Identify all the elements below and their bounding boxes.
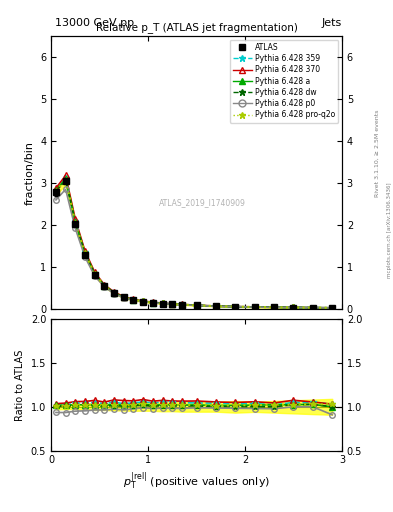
Text: ATLAS_2019_I1740909: ATLAS_2019_I1740909 — [159, 198, 246, 207]
Y-axis label: fraction/bin: fraction/bin — [24, 140, 35, 204]
Text: Rivet 3.1.10, ≥ 2.5M events: Rivet 3.1.10, ≥ 2.5M events — [375, 110, 380, 197]
Y-axis label: Ratio to ATLAS: Ratio to ATLAS — [15, 349, 25, 421]
Title: Relative p_T (ATLAS jet fragmentation): Relative p_T (ATLAS jet fragmentation) — [95, 23, 298, 33]
Legend: ATLAS, Pythia 6.428 359, Pythia 6.428 370, Pythia 6.428 a, Pythia 6.428 dw, Pyth: ATLAS, Pythia 6.428 359, Pythia 6.428 37… — [230, 39, 338, 122]
X-axis label: $p_{\mathrm{T}}^{\mathrm{|rel|}}$ (positive values only): $p_{\mathrm{T}}^{\mathrm{|rel|}}$ (posit… — [123, 471, 270, 493]
Text: Jets: Jets — [321, 18, 342, 28]
Text: mcplots.cern.ch [arXiv:1306.3436]: mcplots.cern.ch [arXiv:1306.3436] — [387, 183, 391, 278]
Text: 13000 GeV pp: 13000 GeV pp — [55, 18, 134, 28]
